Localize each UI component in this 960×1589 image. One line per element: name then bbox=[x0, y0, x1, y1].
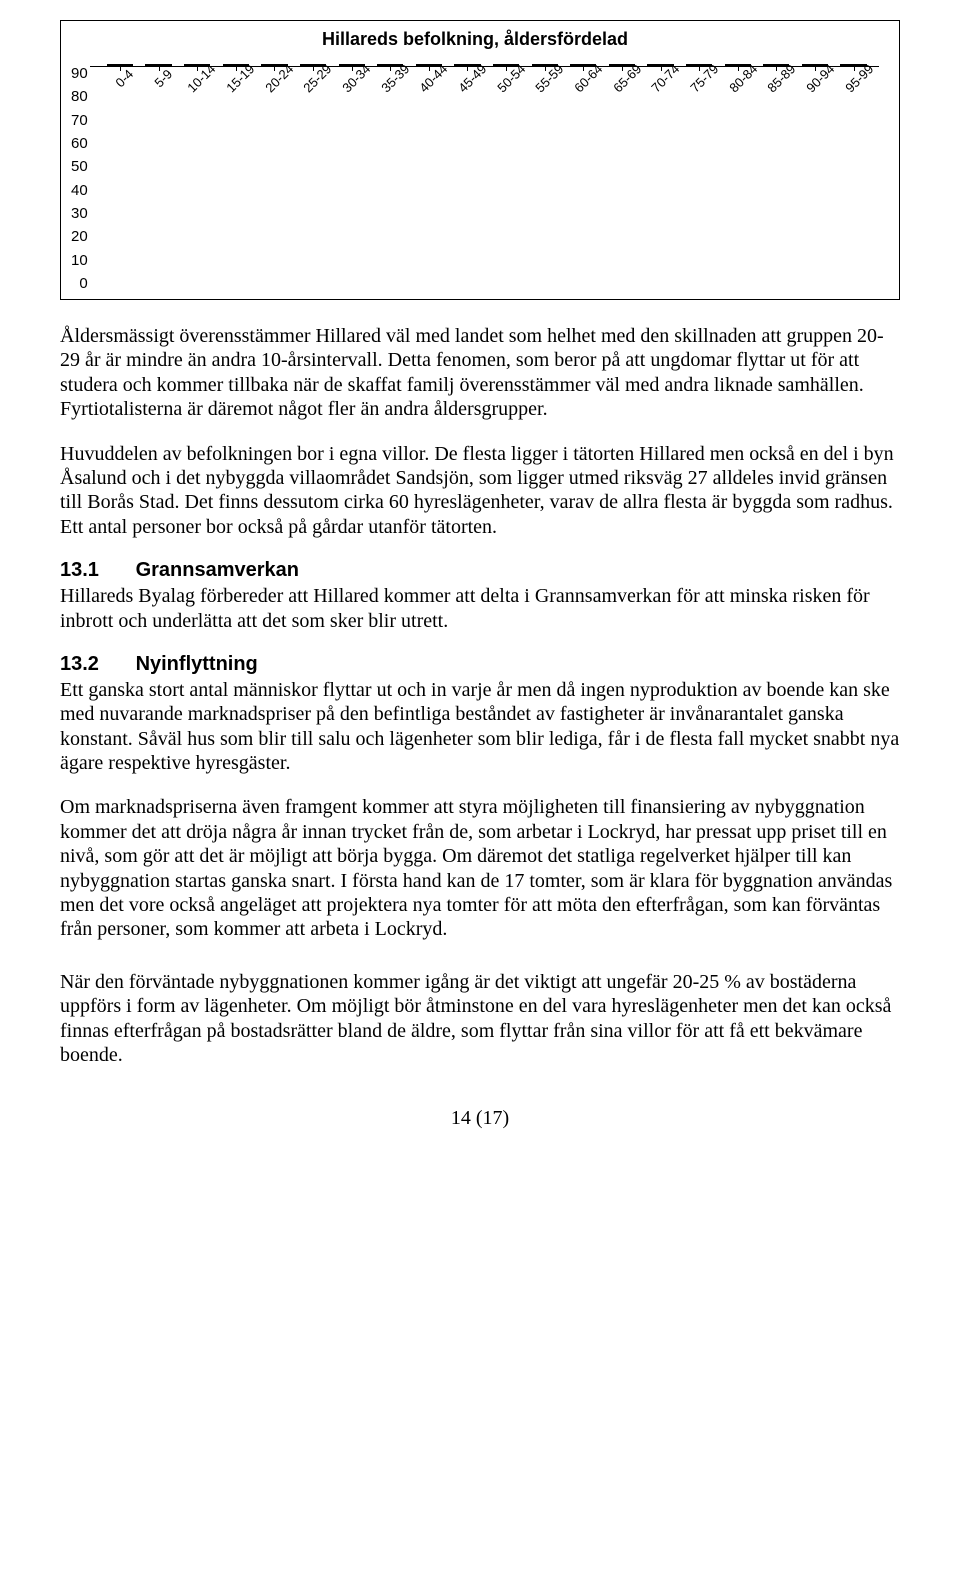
x-axis-label: 85-89 bbox=[765, 61, 799, 95]
x-axis-label: 75-79 bbox=[687, 61, 721, 95]
x-axis-label: 30-34 bbox=[339, 61, 373, 95]
x-axis-label: 95-99 bbox=[842, 61, 876, 95]
y-axis-tick: 50 bbox=[71, 159, 88, 174]
heading-text: Nyinflyttning bbox=[136, 653, 258, 675]
heading-nyinflyttning: 13.2 Nyinflyttning bbox=[60, 653, 900, 676]
paragraph-nyinflyttning-1: Ett ganska stort antal människor flyttar… bbox=[60, 678, 900, 776]
y-axis-tick: 60 bbox=[71, 136, 88, 151]
y-axis-tick: 80 bbox=[71, 89, 88, 104]
heading-text: Grannsamverkan bbox=[136, 559, 299, 581]
x-axis-label: 20-24 bbox=[262, 61, 296, 95]
chart-title: Hillareds befolkning, åldersfördelad bbox=[71, 29, 879, 50]
x-axis-label: 90-94 bbox=[803, 61, 837, 95]
x-axis-label: 15-19 bbox=[223, 61, 257, 95]
y-axis-tick: 20 bbox=[71, 229, 88, 244]
paragraph-housing: Huvuddelen av befolkningen bor i egna vi… bbox=[60, 442, 900, 540]
x-axis-label: 0-4 bbox=[112, 66, 136, 90]
paragraph-nyinflyttning-3: När den förväntade nybyggnationen kommer… bbox=[60, 970, 900, 1068]
chart-plot: 9080706050403020100 0-45-910-1415-1920-2… bbox=[71, 66, 879, 291]
paragraph-age-comparison: Åldersmässigt överensstämmer Hillared vä… bbox=[60, 324, 900, 422]
paragraph-grannsamverkan: Hillareds Byalag förbereder att Hillared… bbox=[60, 584, 900, 633]
heading-grannsamverkan: 13.1 Grannsamverkan bbox=[60, 559, 900, 582]
heading-number: 13.2 bbox=[60, 653, 130, 676]
x-axis-label: 60-64 bbox=[571, 61, 605, 95]
x-axis-label: 40-44 bbox=[417, 61, 451, 95]
plot-area-wrap: 0-45-910-1415-1920-2425-2930-3435-3940-4… bbox=[94, 66, 879, 117]
x-axis-label: 65-69 bbox=[610, 61, 644, 95]
age-distribution-chart: Hillareds befolkning, åldersfördelad 90 8… bbox=[60, 20, 900, 300]
x-axis-label: 50-54 bbox=[494, 61, 528, 95]
x-axis-label: 45-49 bbox=[455, 61, 489, 95]
x-axis-label: 25-29 bbox=[301, 61, 335, 95]
y-axis-tick: 90 bbox=[71, 66, 88, 81]
x-axis-label: 10-14 bbox=[185, 61, 219, 95]
heading-number: 13.1 bbox=[60, 559, 130, 582]
x-axis-label: 80-84 bbox=[726, 61, 760, 95]
y-axis-tick: 40 bbox=[71, 183, 88, 198]
x-axis-label: 5-9 bbox=[151, 66, 175, 90]
y-axis-tick: 10 bbox=[71, 253, 88, 268]
y-axis-tick: 70 bbox=[71, 113, 88, 128]
y-axis-tick: 0 bbox=[79, 276, 87, 291]
x-axis-label: 70-74 bbox=[649, 61, 683, 95]
y-axis-tick: 30 bbox=[71, 206, 88, 221]
page-number: 14 (17) bbox=[60, 1107, 900, 1130]
paragraph-nyinflyttning-2: Om marknadspriserna även framgent kommer… bbox=[60, 795, 900, 941]
x-axis-label: 55-59 bbox=[533, 61, 567, 95]
x-axis-label: 35-39 bbox=[378, 61, 412, 95]
x-axis: 0-45-910-1415-1920-2425-2930-3435-3940-4… bbox=[94, 67, 879, 117]
y-axis: 90 80 70 60 50 40 30 20 10 0 bbox=[71, 66, 94, 291]
